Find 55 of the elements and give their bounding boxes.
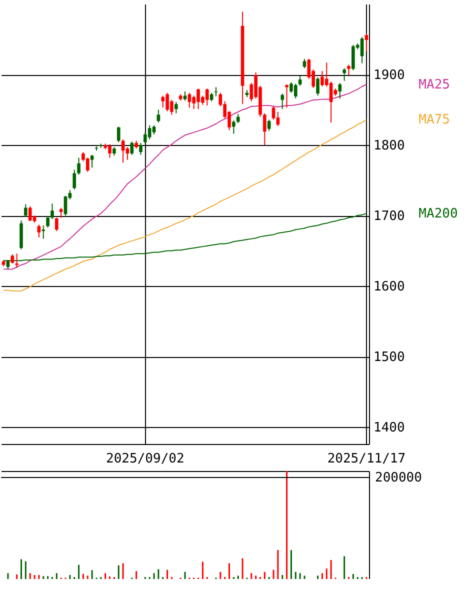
candlestick [342,68,346,82]
candlestick [161,95,165,108]
x-tick-label: 2025/09/02 [106,452,184,466]
line-series [3,84,367,270]
candlestick [285,84,288,108]
candlestick [116,126,120,143]
candlestick [329,81,333,123]
candlestick [24,204,28,218]
candlestick [294,83,298,99]
candlestick [267,119,271,132]
candlestick [86,157,90,172]
candlestick [54,217,58,232]
candlestick [90,154,94,168]
candlestick [316,76,320,96]
candlestick [298,75,302,86]
line-series [3,119,367,292]
candlestick [28,206,32,222]
candlestick [77,157,80,176]
candlestick [302,58,306,69]
candlestick [360,36,364,64]
candlestick [37,224,41,238]
candlestick [156,109,160,123]
candlestick [272,106,276,120]
candlestick [148,124,152,140]
text: MA200 [418,206,458,222]
y-tick-label: 1800 [374,138,405,154]
candlestick [46,216,50,228]
y-tick-label: 1500 [374,350,405,366]
candlestick [236,114,240,124]
candlestick [280,93,284,110]
candlestick [139,142,142,156]
candlestick [15,253,18,268]
text: MA75 [418,112,450,128]
candlestick [130,141,134,156]
candlestick [10,254,14,264]
candlestick [50,203,54,220]
y-tick-label: 1900 [374,68,405,84]
candlestick [338,82,342,99]
candlestick [364,33,368,52]
candlestick [174,102,178,114]
x-tick-label: 2025/11/17 [327,452,406,466]
candlestick [205,88,209,106]
candlestick [72,169,76,190]
candlestick [64,195,68,216]
text: 200000 [375,470,422,486]
text: MA25 [418,77,450,92]
candlestick [59,207,63,218]
candlestick [232,120,236,134]
candlestick [263,112,266,146]
y-tick-label: 1700 [374,209,405,224]
y-tick-label: 1400 [374,420,405,436]
y-tick-label: 1600 [374,280,405,295]
candlestick [347,64,350,76]
candlestick [152,124,156,135]
candlestick [42,224,46,240]
